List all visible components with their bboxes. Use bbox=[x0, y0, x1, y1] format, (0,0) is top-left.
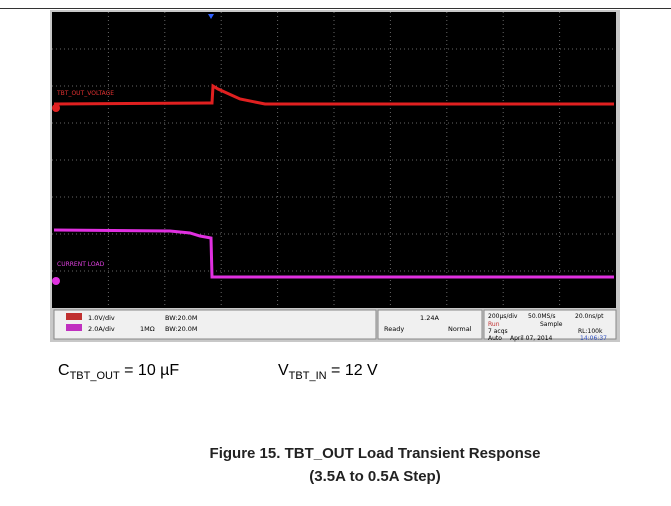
trace-label: CURRENT LOAD bbox=[57, 261, 105, 268]
ch1-scale: 1.0V/div bbox=[88, 314, 115, 322]
trigger-state: Ready bbox=[384, 325, 404, 333]
value: = 10 µF bbox=[120, 362, 179, 379]
resolution: 20.0ns/pt bbox=[575, 313, 604, 320]
run: Run bbox=[488, 321, 500, 328]
trace-label: TBT_OUT_VOLTAGE bbox=[56, 90, 114, 97]
ch1-marker bbox=[52, 104, 60, 112]
subscript: TBT_IN bbox=[289, 370, 327, 382]
caption-line: Figure 15. TBT_OUT Load Transient Respon… bbox=[0, 445, 671, 462]
symbol: V bbox=[278, 362, 289, 379]
acqs: 7 acqs bbox=[488, 328, 508, 335]
ch2-marker bbox=[52, 277, 60, 285]
subscript: TBT_OUT bbox=[70, 370, 120, 382]
time: 14:06:37 bbox=[580, 335, 607, 342]
ch2-badge bbox=[66, 324, 82, 331]
ch1-bw: BW:20.0M bbox=[165, 314, 198, 322]
page: TBT_OUT_VOLTAGE CURRENT LOAD 1.0V/div BW… bbox=[0, 0, 671, 506]
trigger-mode: Normal bbox=[448, 325, 472, 333]
trigger-level: 1.24A bbox=[420, 314, 439, 322]
timebase: 200µs/div bbox=[488, 313, 518, 320]
rate: 50.0MS/s bbox=[528, 313, 556, 320]
symbol: C bbox=[58, 362, 70, 379]
ch2-bw: BW:20.0M bbox=[165, 325, 198, 333]
scope-capture: TBT_OUT_VOLTAGE CURRENT LOAD 1.0V/div BW… bbox=[0, 0, 671, 345]
date: April 07, 2014 bbox=[510, 335, 553, 342]
value: = 12 V bbox=[327, 362, 378, 379]
ch1-badge bbox=[66, 313, 82, 320]
caption-line: (3.5A to 0.5A Step) bbox=[0, 468, 671, 485]
sample: Sample bbox=[540, 321, 563, 328]
ch2-scale: 2.0A/div bbox=[88, 325, 115, 333]
condition: CTBT_OUT = 10 µF bbox=[58, 362, 179, 382]
auto: Auto bbox=[488, 335, 502, 342]
condition: VTBT_IN = 12 V bbox=[278, 362, 378, 382]
ch2-coupling: 1MΩ bbox=[140, 325, 155, 333]
record: RL:100k bbox=[578, 328, 603, 335]
